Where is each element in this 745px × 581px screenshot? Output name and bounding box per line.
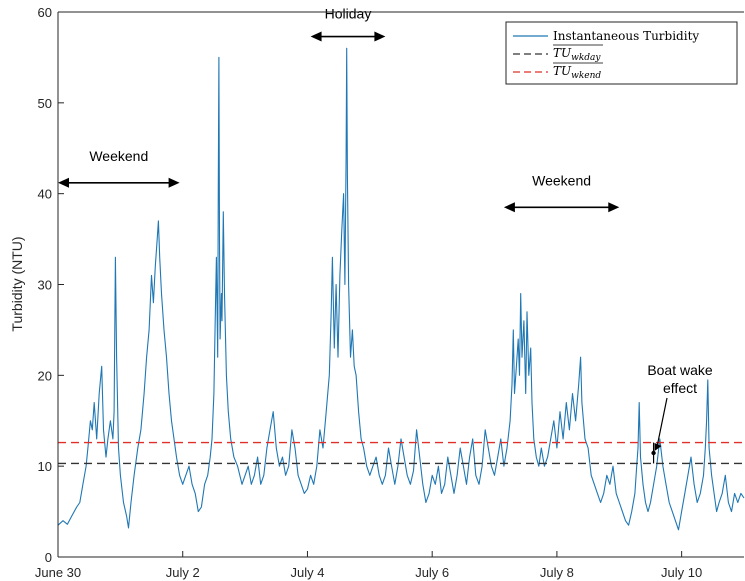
annotation-label: Weekend (89, 148, 148, 164)
legend-wkday-main: TU (553, 46, 572, 60)
x-tick-label: July 6 (415, 565, 449, 580)
series-line-instantaneous-turbidity (57, 47, 745, 531)
annotation-arrow-1: Holiday (310, 5, 386, 42)
y-tick-label: 50 (38, 96, 52, 111)
y-tick-label: 30 (38, 278, 52, 293)
legend-label-wkday: TUwkday (553, 46, 601, 63)
y-axis-title: Turbidity (NTU) (9, 236, 25, 331)
boat-wake-pointer (655, 397, 668, 450)
data-lines (57, 47, 745, 531)
y-tick-label: 0 (45, 550, 52, 565)
legend-wkday-sub: wkday (571, 53, 601, 63)
annotation-arrow-2: Weekend (503, 172, 620, 213)
boat-wake-dot (651, 450, 656, 456)
boat-wake-annotation: Boat wake effect (647, 362, 713, 464)
annotation-arrow-head-right (168, 177, 180, 188)
y-tick-label: 40 (38, 187, 52, 202)
legend: Instantaneous Turbidity TUwkday TUwkend (505, 21, 738, 85)
legend-label-wkend: TUwkend (553, 64, 601, 81)
y-tick-label: 60 (38, 5, 52, 20)
y-tick-label: 20 (38, 368, 52, 383)
x-tick-label: July 10 (661, 565, 702, 580)
legend-label-instantaneous: Instantaneous Turbidity (553, 29, 699, 43)
annotation-arrow-head-right (374, 31, 386, 42)
legend-wkend-main: TU (553, 64, 572, 78)
plot-background (58, 12, 744, 557)
boat-wake-pointer-head (654, 442, 662, 451)
x-tick-label: June 30 (35, 565, 81, 580)
boat-wake-label-line2: effect (663, 380, 697, 396)
x-tick-label: July 8 (540, 565, 574, 580)
legend-box (505, 21, 738, 85)
annotation-label: Holiday (325, 5, 372, 21)
annotation-arrow-head-left (503, 202, 515, 213)
x-tick-label: July 4 (290, 565, 324, 580)
boat-wake-label-line1: Boat wake (647, 362, 713, 378)
annotation-arrow-head-left (310, 31, 322, 42)
annotation-arrow-head-left (58, 177, 69, 188)
annotations: Weekend Holiday Weekend (58, 5, 620, 213)
annotation-arrow-0: Weekend (58, 148, 180, 188)
annotation-arrow-head-right (608, 202, 620, 213)
tick-labels: 0 10 20 30 40 50 60 June 30 July 2 July 4 July 6 Ju… (35, 5, 702, 580)
annotation-label: Weekend (532, 172, 591, 188)
legend-wkend-sub: wkend (571, 71, 601, 81)
y-tick-label: 10 (38, 459, 52, 474)
x-tick-label: July 2 (166, 565, 200, 580)
